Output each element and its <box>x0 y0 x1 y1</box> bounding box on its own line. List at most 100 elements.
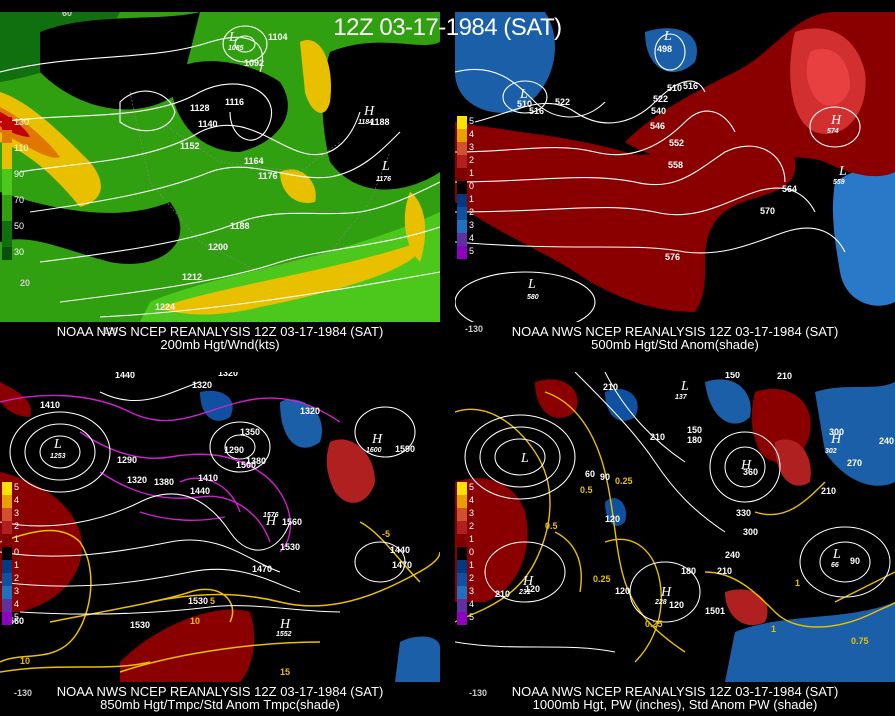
svg-text:1440: 1440 <box>190 486 210 496</box>
svg-text:580: 580 <box>527 294 539 301</box>
panel-1000mb: 150 210 210 300 270 240 210 330 360 300 … <box>455 372 895 715</box>
legend-500mb: 5 4 3 2 1 0 1 2 3 4 5 <box>457 116 474 259</box>
svg-text:1164: 1164 <box>244 156 264 166</box>
svg-text:240: 240 <box>725 550 740 560</box>
svg-text:L: L <box>519 87 528 102</box>
svg-text:210: 210 <box>821 486 836 496</box>
panel-850mb: 1440 1320 1320 1410 1350 1320 1290 1290 … <box>0 372 440 715</box>
svg-text:0.75: 0.75 <box>851 636 869 646</box>
svg-text:1176: 1176 <box>258 171 278 181</box>
svg-text:1092: 1092 <box>244 58 264 68</box>
svg-text:1530: 1530 <box>188 596 208 606</box>
svg-text:L: L <box>381 159 390 174</box>
svg-text:180: 180 <box>681 566 696 576</box>
svg-text:1530: 1530 <box>280 542 300 552</box>
svg-text:1224: 1224 <box>155 302 175 312</box>
panel-500mb: 498 510 522 540 522 510 516 546 552 558 … <box>455 12 895 355</box>
caption-field: 1000mb Hgt, PW (inches), Std Anom PW (sh… <box>532 697 818 712</box>
svg-text:1: 1 <box>771 624 776 634</box>
svg-text:1320: 1320 <box>218 372 238 378</box>
caption-field: 500mb Hgt/Std Anom(shade) <box>591 337 759 352</box>
svg-text:360: 360 <box>743 467 758 477</box>
svg-text:1552: 1552 <box>276 631 292 638</box>
legend-swatch: 130 <box>2 117 29 130</box>
svg-text:522: 522 <box>555 97 570 107</box>
svg-text:90: 90 <box>600 472 610 482</box>
map-title: 12Z 03-17-1984 (SAT) <box>333 14 562 41</box>
svg-text:300: 300 <box>743 527 758 537</box>
svg-text:1500: 1500 <box>236 460 256 470</box>
caption-source: NOAA NWS NCEP REANALYSIS 12Z 03-17-1984 … <box>56 684 384 699</box>
legend-1000mb: 5 4 3 2 1 0 1 2 3 4 5 <box>457 482 474 625</box>
svg-text:1410: 1410 <box>198 473 218 483</box>
svg-text:120: 120 <box>525 584 540 594</box>
svg-text:1440: 1440 <box>390 545 410 555</box>
svg-text:1560: 1560 <box>4 616 24 626</box>
svg-text:1320: 1320 <box>127 475 147 485</box>
svg-text:564: 564 <box>782 184 797 194</box>
svg-text:-130: -130 <box>14 688 32 698</box>
svg-text:1470: 1470 <box>252 564 272 574</box>
svg-text:150: 150 <box>687 425 702 435</box>
svg-text:66: 66 <box>831 562 839 569</box>
legend-850mb: 5 4 3 2 1 0 1 2 3 4 5 <box>2 482 19 625</box>
svg-text:-130: -130 <box>465 324 483 334</box>
caption-source: NOAA NWS NCEP REANALYSIS 12Z 03-17-1984 … <box>56 324 384 339</box>
svg-text:10: 10 <box>190 616 200 626</box>
svg-text:1: 1 <box>795 578 800 588</box>
svg-text:1530: 1530 <box>130 620 150 630</box>
svg-text:180: 180 <box>687 435 702 445</box>
svg-text:330: 330 <box>736 508 751 518</box>
svg-text:231: 231 <box>518 589 531 596</box>
svg-text:H: H <box>660 585 672 600</box>
svg-text:0.25: 0.25 <box>645 619 663 629</box>
svg-text:1184: 1184 <box>358 119 373 126</box>
map-500mb: 498 510 522 540 522 510 516 546 552 558 … <box>455 12 895 334</box>
svg-text:1104: 1104 <box>268 32 288 42</box>
svg-text:H: H <box>740 458 752 473</box>
svg-text:1128: 1128 <box>190 103 210 113</box>
svg-text:210: 210 <box>777 372 792 381</box>
svg-text:150: 150 <box>725 372 740 380</box>
svg-text:552: 552 <box>669 138 684 148</box>
svg-text:1188: 1188 <box>230 221 250 231</box>
svg-text:570: 570 <box>760 206 775 216</box>
svg-text:1600: 1600 <box>366 447 382 454</box>
svg-text:0.25: 0.25 <box>593 574 611 584</box>
svg-text:L: L <box>520 451 529 466</box>
svg-text:516: 516 <box>529 106 544 116</box>
caption-field: 850mb Hgt/Tmpc/Std Anom Tmpc(shade) <box>100 697 340 712</box>
svg-text:120: 120 <box>605 514 620 524</box>
svg-text:H: H <box>363 104 375 119</box>
svg-text:H: H <box>830 432 842 447</box>
svg-text:1152: 1152 <box>180 141 200 151</box>
svg-text:0.5: 0.5 <box>580 485 593 495</box>
svg-text:120: 120 <box>669 600 684 610</box>
svg-text:1290: 1290 <box>117 455 137 465</box>
svg-text:1560: 1560 <box>282 517 302 527</box>
svg-text:-5: -5 <box>382 529 390 539</box>
svg-text:574: 574 <box>827 128 839 135</box>
svg-text:240: 240 <box>879 436 894 446</box>
svg-text:1290: 1290 <box>224 445 244 455</box>
panel-200mb: 1104 1092 1116 1128 1140 1152 1164 1176 … <box>0 12 440 355</box>
caption-source: NOAA NWS NCEP REANALYSIS 12Z 03-17-1984 … <box>511 684 839 699</box>
svg-text:L: L <box>527 277 536 292</box>
svg-text:210: 210 <box>650 432 665 442</box>
svg-text:90: 90 <box>850 556 860 566</box>
svg-text:0.25: 0.25 <box>615 476 633 486</box>
svg-text:120: 120 <box>615 586 630 596</box>
svg-text:L: L <box>53 437 62 452</box>
map-200mb: 1104 1092 1116 1128 1140 1152 1164 1176 … <box>0 12 440 336</box>
svg-text:1576: 1576 <box>263 512 279 519</box>
svg-text:H: H <box>522 574 534 589</box>
svg-text:522: 522 <box>653 94 668 104</box>
svg-text:1116: 1116 <box>225 97 244 107</box>
svg-text:1590: 1590 <box>395 444 415 454</box>
svg-text:H: H <box>830 113 842 128</box>
svg-text:1176: 1176 <box>376 176 391 183</box>
svg-text:1380: 1380 <box>154 477 174 487</box>
svg-text:L: L <box>838 164 847 179</box>
svg-text:L: L <box>832 547 841 562</box>
svg-text:558: 558 <box>668 160 683 170</box>
